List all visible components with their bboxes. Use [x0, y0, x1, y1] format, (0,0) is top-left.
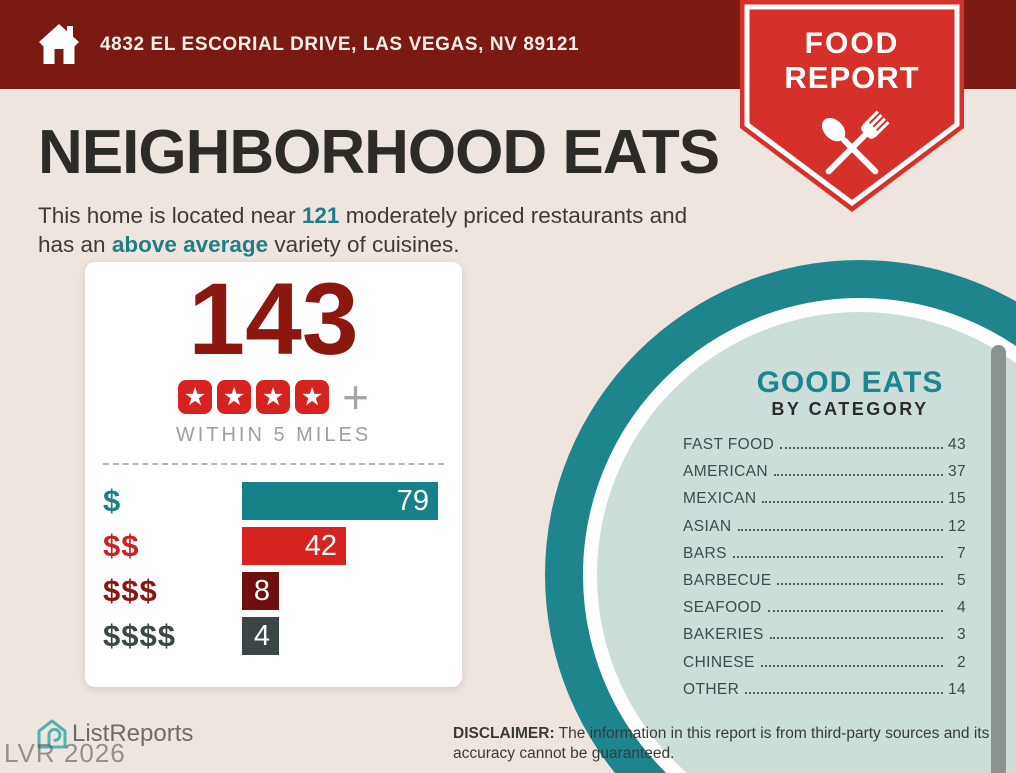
badge-line1: FOOD: [805, 27, 900, 60]
price-tier-label: $$$: [103, 573, 158, 608]
disclaimer-label: DISCLAIMER:: [453, 725, 555, 742]
category-value: 3: [956, 626, 966, 644]
intro-line2-pre: has an: [38, 232, 112, 257]
category-value: 15: [947, 490, 966, 508]
disclaimer-text: The information in this report is from t…: [453, 725, 990, 763]
brand-logo: ListReports: [36, 718, 193, 750]
category-value: 2: [956, 653, 966, 671]
rating-stars: ★ ★ ★ ★ +: [85, 371, 462, 423]
plus-sign: +: [342, 371, 369, 423]
dotted-leader: [777, 582, 943, 585]
bar-value: 8: [253, 574, 270, 607]
category-row: MEXICAN 15: [683, 490, 966, 517]
dotted-leader: [732, 555, 943, 558]
food-report-badge: FOOD REPORT: [740, 0, 964, 212]
property-address: 4832 EL ESCORIAL DRIVE, LAS VEGAS, NV 89…: [100, 33, 580, 55]
price-bar-chart: $79 $$ 42 $$$ 8 $$$$ 4: [103, 482, 444, 662]
category-row: SEAFOOD 4: [683, 599, 966, 626]
category-row: OTHER 14: [683, 681, 966, 708]
category-label: AMERICAN: [683, 463, 769, 481]
restaurant-count: 143: [188, 262, 359, 376]
good-eats-list: FAST FOOD 43 AMERICAN 37 MEXICAN 15 ASIAN 12 BAR…: [683, 436, 966, 708]
category-value: 14: [947, 680, 966, 698]
category-row: BAKERIES 3: [683, 626, 966, 653]
category-value: 7: [956, 544, 966, 562]
category-label: OTHER: [683, 680, 740, 698]
star-icon: ★: [217, 380, 252, 414]
category-value: 43: [947, 436, 966, 453]
bar-row: $$ 42: [103, 527, 444, 565]
bar-row: $79: [103, 482, 444, 520]
brand-name: ListReports: [72, 720, 194, 747]
scrollbar-thumb[interactable]: [991, 345, 1006, 773]
category-label: BAKERIES: [683, 626, 764, 644]
dotted-leader: [737, 528, 943, 531]
bar-row: $$$$ 4: [103, 617, 444, 655]
category-label: CHINESE: [683, 653, 755, 671]
intro-line1-post: moderately priced restaurants and: [339, 203, 688, 228]
dashed-divider: [103, 463, 444, 465]
bar: 79: [242, 482, 438, 520]
star-icon: ★: [178, 380, 213, 414]
category-label: BARBECUE: [683, 571, 772, 589]
category-label: ASIAN: [683, 517, 732, 535]
above-average-highlight: above average: [111, 232, 269, 257]
bar: 4: [242, 617, 279, 655]
category-row: FAST FOOD 43: [683, 436, 966, 463]
intro-text: This home is located near 121 moderately…: [38, 201, 687, 259]
watermark: LVR 2026: [4, 738, 126, 768]
radius-caption: WITHIN 5 MILES: [175, 424, 372, 446]
category-row: BARS 7: [683, 545, 966, 572]
stats-card: 143 ★ ★ ★ ★ + WITHIN 5 MILES $79 $$ 42 $$$ 8 $$$$…: [85, 262, 462, 687]
badge-inner-border: [744, 4, 960, 207]
category-row: AMERICAN 37: [683, 463, 966, 490]
page-title: NEIGHBORHOOD EATS: [38, 118, 720, 187]
badge-line2: REPORT: [784, 60, 919, 95]
dotted-leader: [769, 637, 943, 640]
star-icon: ★: [295, 380, 330, 414]
category-label: MEXICAN: [683, 490, 757, 508]
good-eats-title: GOOD EATS: [756, 366, 944, 399]
intro-line1-pre: This home is located near: [38, 203, 302, 228]
disclaimer: DISCLAIMER: The information in this repo…: [453, 724, 1001, 764]
dotted-leader: [767, 610, 943, 613]
price-tier-label: $$$$: [103, 618, 176, 653]
category-row: ASIAN 12: [683, 518, 966, 545]
dotted-leader: [762, 501, 943, 504]
category-label: SEAFOOD: [683, 599, 762, 617]
star-icon: ★: [256, 380, 291, 414]
good-eats-subtitle: BY CATEGORY: [771, 399, 929, 419]
price-tier-label: $$: [103, 528, 140, 563]
bar-value: 4: [253, 619, 270, 652]
restaurant-count-highlight: 121: [301, 203, 340, 228]
cutlery-icon: [821, 110, 890, 175]
category-value: 5: [956, 571, 966, 589]
category-label: FAST FOOD: [683, 436, 775, 453]
category-label: BARS: [683, 544, 727, 562]
intro-line2-post: variety of cuisines.: [268, 232, 460, 257]
bar: 42: [242, 527, 346, 565]
bar-value: 79: [396, 484, 429, 517]
price-tier-label: $: [103, 483, 122, 518]
category-row: BARBECUE 5: [683, 572, 966, 599]
bar-value: 42: [304, 529, 337, 562]
category-value: 12: [947, 517, 966, 535]
dotted-leader: [780, 447, 943, 449]
dotted-leader: [745, 691, 943, 694]
bar: 8: [242, 572, 279, 610]
dotted-leader: [760, 664, 943, 667]
category-value: 37: [947, 463, 966, 481]
category-value: 4: [956, 599, 966, 617]
dotted-leader: [774, 474, 943, 477]
fork-icon: [825, 110, 890, 175]
home-icon: [39, 24, 79, 64]
bar-row: $$$ 8: [103, 572, 444, 610]
listreports-icon: [37, 719, 67, 749]
category-row: CHINESE 2: [683, 654, 966, 681]
